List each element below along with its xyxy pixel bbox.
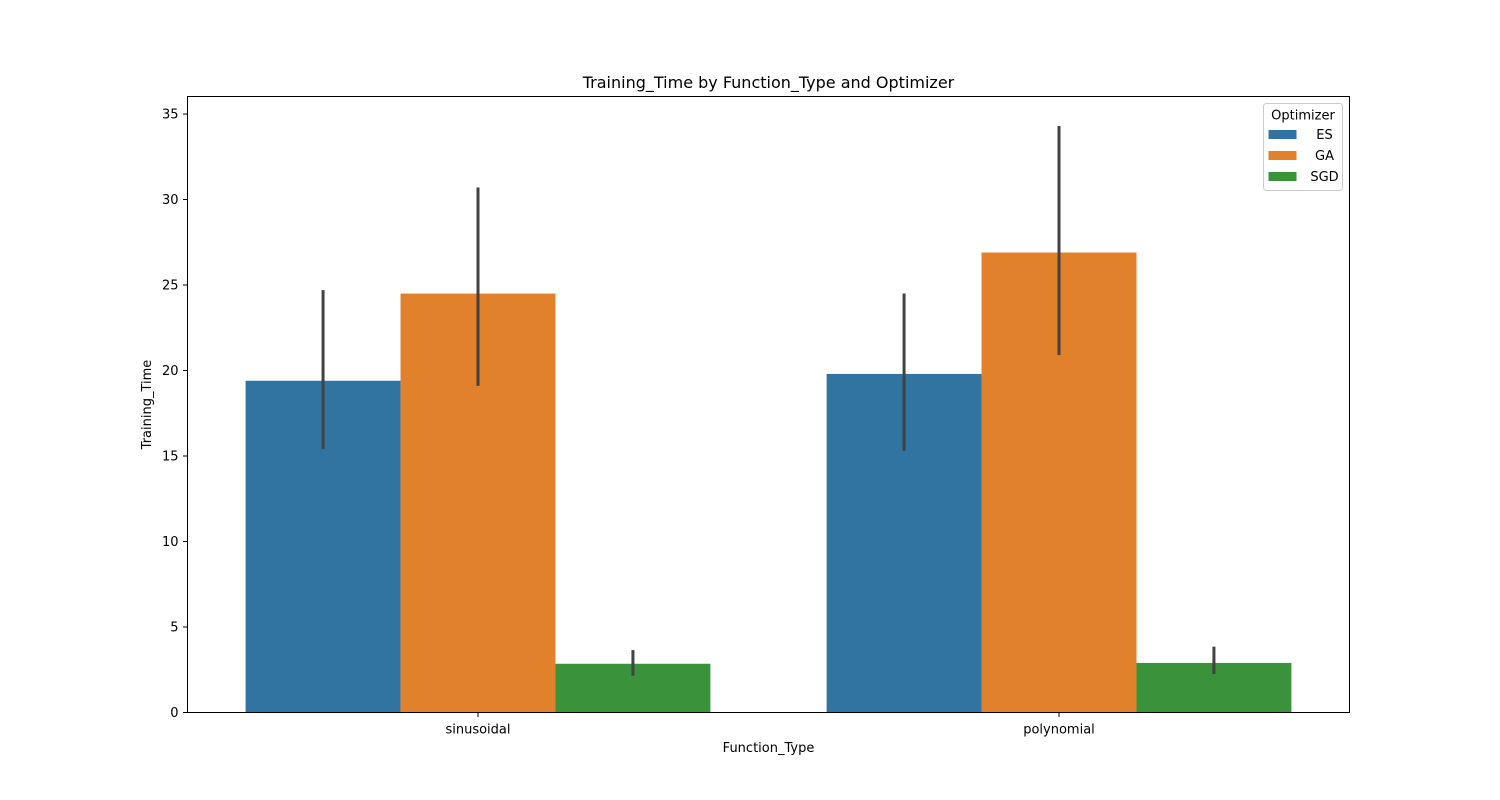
plot-frame: [187, 96, 1350, 713]
x-axis-label: Function_Type: [723, 741, 815, 756]
y-axis-label: Training_Time: [140, 360, 155, 451]
x-tick-label: sinusoidal: [445, 723, 510, 738]
y-axis: 0 5 10 15 20 25 30 35: [162, 108, 188, 721]
y-tick-label: 25: [162, 279, 179, 294]
x-tick-label: polynomial: [1023, 723, 1095, 738]
legend: Optimizer ES GA SGD: [1263, 103, 1343, 191]
error-bars-layer: [321, 125, 1216, 676]
legend-swatch-sgd: [1268, 172, 1297, 181]
legend-swatch-es: [1268, 130, 1297, 139]
y-tick-label: 10: [162, 535, 179, 550]
legend-label-sgd: SGD: [1310, 170, 1338, 185]
y-tick-label: 30: [162, 193, 179, 208]
legend-box: [1263, 103, 1343, 191]
y-tick-label: 20: [162, 364, 179, 379]
legend-label-ga: GA: [1315, 149, 1334, 164]
y-tick-label: 35: [162, 108, 179, 123]
y-tick-label: 5: [170, 621, 178, 636]
bars-layer: [245, 252, 1292, 713]
legend-swatch-ga: [1268, 151, 1297, 160]
x-axis: sinusoidal polynomial: [445, 712, 1095, 738]
legend-title: Optimizer: [1271, 109, 1335, 124]
chart-title: Training_Time by Function_Type and Optim…: [582, 73, 955, 93]
y-tick-label: 0: [170, 706, 178, 721]
legend-label-es: ES: [1316, 128, 1332, 143]
y-tick-label: 15: [162, 450, 179, 465]
